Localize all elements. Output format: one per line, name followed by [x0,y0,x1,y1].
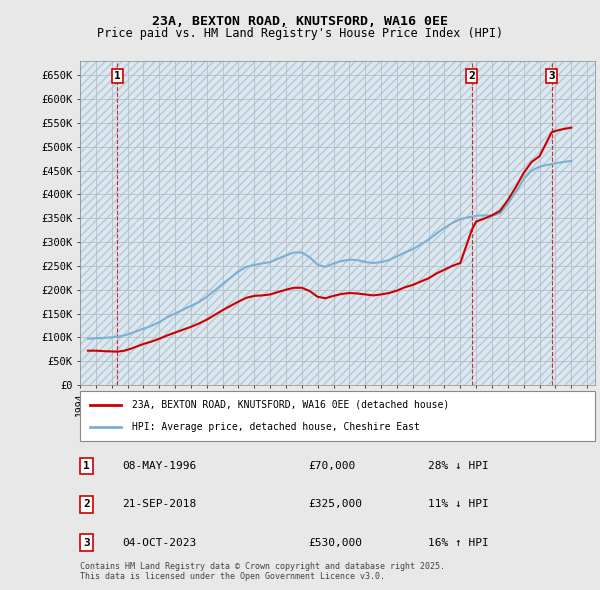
Text: 2: 2 [469,71,475,81]
Text: 04-OCT-2023: 04-OCT-2023 [122,538,196,548]
Text: 3: 3 [548,71,555,81]
FancyBboxPatch shape [80,391,595,441]
Text: Price paid vs. HM Land Registry's House Price Index (HPI): Price paid vs. HM Land Registry's House … [97,27,503,40]
Text: 11% ↓ HPI: 11% ↓ HPI [428,500,489,510]
Text: £325,000: £325,000 [308,500,362,510]
Text: 1: 1 [83,461,90,471]
Text: HPI: Average price, detached house, Cheshire East: HPI: Average price, detached house, Ches… [131,422,419,432]
Text: 16% ↑ HPI: 16% ↑ HPI [428,538,489,548]
Text: 08-MAY-1996: 08-MAY-1996 [122,461,196,471]
Text: 1: 1 [114,71,121,81]
Text: 23A, BEXTON ROAD, KNUTSFORD, WA16 0EE: 23A, BEXTON ROAD, KNUTSFORD, WA16 0EE [152,15,448,28]
Text: 28% ↓ HPI: 28% ↓ HPI [428,461,489,471]
Text: Contains HM Land Registry data © Crown copyright and database right 2025.
This d: Contains HM Land Registry data © Crown c… [80,562,445,581]
Text: 2: 2 [83,500,90,510]
Text: 23A, BEXTON ROAD, KNUTSFORD, WA16 0EE (detached house): 23A, BEXTON ROAD, KNUTSFORD, WA16 0EE (d… [131,400,449,410]
Text: £530,000: £530,000 [308,538,362,548]
Text: 21-SEP-2018: 21-SEP-2018 [122,500,196,510]
Text: £70,000: £70,000 [308,461,355,471]
Text: 3: 3 [83,538,90,548]
